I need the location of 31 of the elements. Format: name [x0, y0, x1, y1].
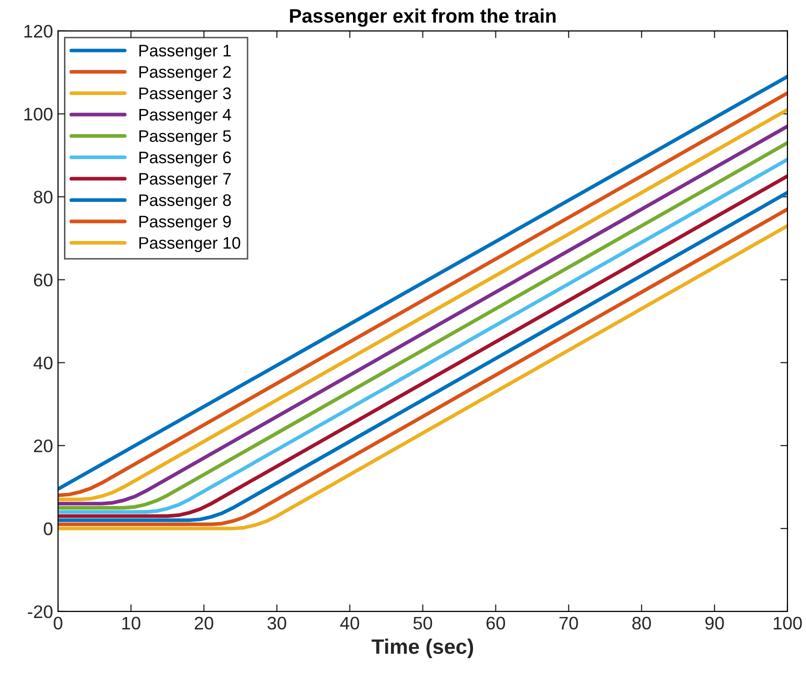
y-tick-label: 60	[34, 274, 52, 286]
x-tick-label: 70	[560, 616, 578, 630]
legend-label: Passenger 9	[139, 216, 231, 231]
y-tick-label: 0	[44, 522, 52, 536]
legend-label: Passenger 6	[139, 152, 231, 167]
y-tick-label: 40	[34, 356, 52, 370]
y-tick-label: -20	[28, 605, 52, 618]
legend-label: Passenger 3	[139, 87, 231, 103]
x-tick-label: 20	[194, 616, 214, 630]
x-axis-title: Time (sec)	[372, 638, 474, 658]
x-tick-label: 40	[340, 616, 360, 630]
legend-label: Passenger 5	[139, 130, 231, 146]
x-tick-label: 50	[413, 616, 432, 630]
chart-title: Passenger exit from the train	[290, 8, 556, 27]
x-tick-label: 100	[774, 616, 802, 630]
x-tick-label: 0	[54, 616, 62, 630]
legend-label: Passenger 10	[139, 237, 240, 252]
legend-label: Passenger 2	[139, 66, 231, 82]
legend-label: Passenger 8	[139, 194, 231, 210]
legend-label: Passenger 1	[139, 44, 231, 60]
x-tick-label: 30	[268, 616, 286, 630]
y-tick-label: 20	[34, 440, 52, 452]
y-tick-label: 100	[24, 108, 52, 121]
legend-label: Passenger 7	[139, 173, 231, 188]
x-tick-label: 10	[122, 616, 140, 630]
legend-label: Passenger 4	[139, 108, 232, 124]
y-tick-label: 80	[34, 190, 52, 204]
x-tick-label: 80	[632, 616, 651, 630]
y-tick-label: 120	[24, 24, 52, 38]
x-tick-label: 90	[705, 616, 724, 630]
x-tick-label: 60	[486, 616, 506, 630]
